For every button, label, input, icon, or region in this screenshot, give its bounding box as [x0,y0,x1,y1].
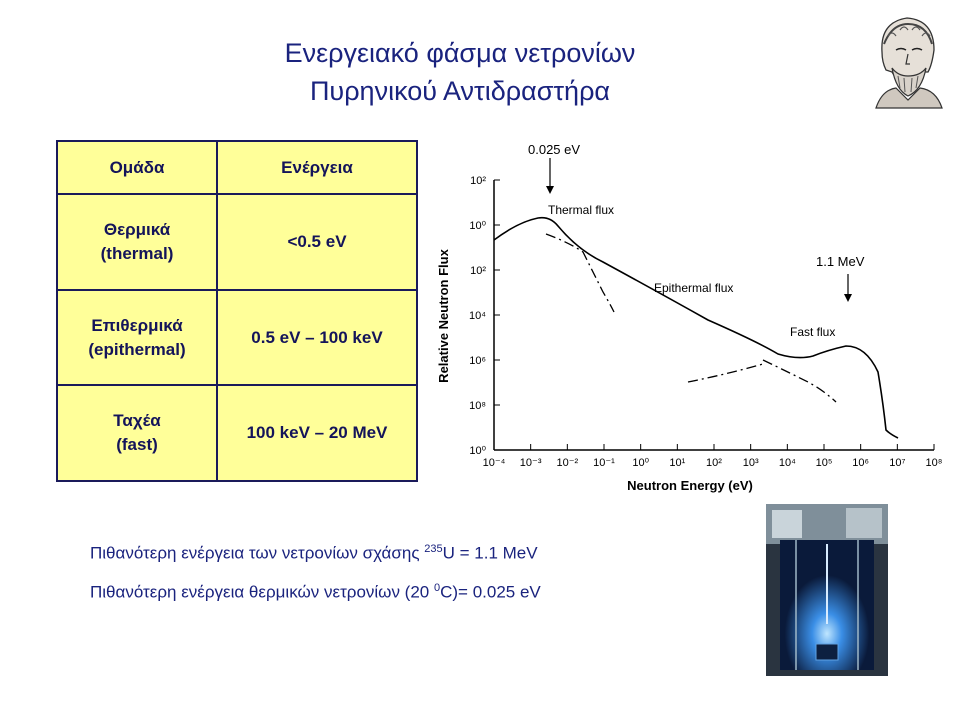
annotation-fast-peak: 1.1 MeV [816,254,865,269]
slide-title: Ενεργειακό φάσμα νετρονίων Πυρηνικού Αντ… [180,34,740,110]
title-line-1: Ενεργειακό φάσμα νετρονίων [284,38,636,68]
group-name-en: (epithermal) [88,339,186,359]
fast-flux-curve [687,363,764,383]
thermal-flux-curve [545,233,615,313]
x-axis-label: Neutron Energy (eV) [627,478,753,493]
note-thermal-energy: Πιθανότερη ενέργεια θερμικών νετρονίων (… [90,582,541,603]
x-tick-label: 10⁴ [779,457,796,469]
x-tick-label: 10⁶ [852,457,869,469]
group-name: Επιθερμικά [91,315,183,335]
spectrum-curve [493,216,899,439]
note-superscript: 235 [424,543,443,555]
table-row: Ταχέα (fast) 100 keV – 20 MeV [56,384,418,482]
x-tick-label: 10⁸ [926,457,943,469]
table-header-row: Ομάδα Ενέργεια [56,139,418,196]
label-thermal-flux: Thermal flux [548,203,614,217]
x-tick-label: 10⁻¹ [593,457,615,469]
x-tick-label: 10⁻⁴ [483,457,506,469]
group-cell: Ταχέα (fast) [56,384,218,482]
x-tick-label: 10⁻³ [520,457,542,469]
group-name-en: (fast) [116,435,158,455]
table-row: Επιθερμικά (epithermal) 0.5 eV – 100 keV [56,288,418,387]
note-text: C)= 0.025 eV [440,582,541,602]
y-tick-label: 10² [470,265,486,277]
energy-cell: 0.5 eV – 100 keV [216,288,418,387]
header-energy: Ενέργεια [216,139,418,196]
y-tick-label: 10² [470,175,486,187]
note-superscript: 0 [433,582,441,594]
header-group: Ομάδα [56,139,218,196]
y-tick-label: 10⁶ [469,355,486,367]
y-tick-label: 10⁰ [469,445,486,457]
group-cell: Επιθερμικά (epithermal) [56,288,218,387]
reactor-pool-photo [766,504,888,676]
x-tick-label: 10⁰ [632,457,649,469]
note-text: Πιθανότερη ενέργεια θερμικών νετρονίων (… [90,582,434,602]
x-tick-label: 10² [706,457,722,469]
group-cell: Θερμικά (thermal) [56,193,218,291]
energy-cell: <0.5 eV [216,193,418,291]
note-text: Πιθανότερη ενέργεια των νετρονίων σχάσης [90,543,425,563]
y-tick-label: 10⁰ [469,220,486,232]
annotation-thermal-peak: 0.025 eV [528,142,580,157]
philosopher-bust-icon [875,17,943,109]
energy-cell: 100 keV – 20 MeV [216,384,418,482]
note-fission-energy: Πιθανότερη ενέργεια των νετρονίων σχάσης… [90,543,538,564]
x-tick-label: 10⁵ [816,457,833,469]
group-name-en: (thermal) [100,243,174,263]
epithermal-tail-curve [762,359,837,403]
y-tick-label: 10⁸ [469,400,486,412]
x-tick-label: 10⁻² [556,457,578,469]
x-tick-label: 10¹ [669,457,685,469]
group-name: Ταχέα [113,411,161,431]
note-text: U = 1.1 MeV [442,543,538,563]
label-fast-flux: Fast flux [790,325,835,339]
x-tick-label: 10⁷ [889,457,905,469]
y-tick-label: 10⁴ [469,310,486,322]
x-tick-label: 10³ [743,457,759,469]
label-epithermal-flux: Epithermal flux [654,281,733,295]
arrow-head-icon [844,294,852,302]
y-tick-labels: 10² 10⁰ 10² 10⁴ 10⁶ 10⁸ 10⁰ [469,175,500,457]
table-row: Θερμικά (thermal) <0.5 eV [56,193,418,291]
title-line-2: Πυρηνικού Αντιδραστήρα [309,76,611,106]
arrow-head-icon [546,186,554,194]
neutron-spectrum-chart: 10⁻⁴ 10⁻³ 10⁻² 10⁻¹ 10⁰ 10¹ 10² 10³ 10⁴ 10⁵ 10⁶ 10⁷… [436,142,943,493]
group-name: Θερμικά [103,219,171,239]
energy-groups-table: Ομάδα Ενέργεια Θερμικά (thermal) <0.5 eV… [56,139,418,482]
x-tick-labels: 10⁻⁴ 10⁻³ 10⁻² 10⁻¹ 10⁰ 10¹ 10² 10³ 10⁴ 10⁵ 10⁶ 10⁷… [483,444,943,469]
y-axis-label: Relative Neutron Flux [436,248,451,382]
